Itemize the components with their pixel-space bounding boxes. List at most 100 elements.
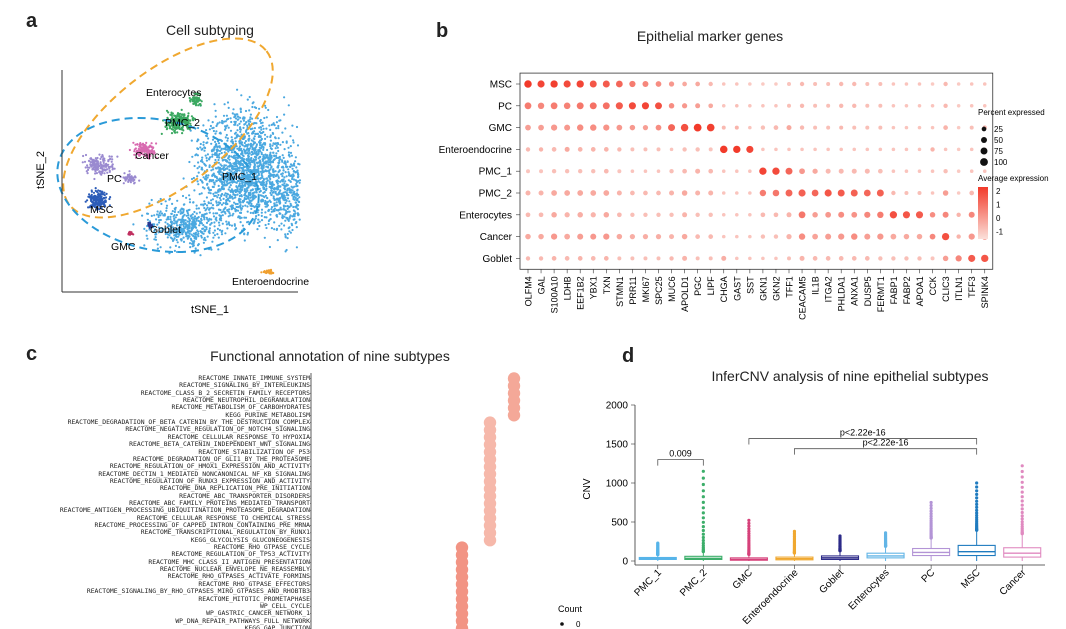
tsne-point — [106, 168, 109, 171]
dotplot-dot — [761, 256, 765, 261]
dotplot-dot — [656, 147, 661, 152]
tsne-point — [185, 196, 188, 199]
dotplot-dot — [785, 189, 793, 197]
tsne-point — [243, 189, 246, 192]
cnv-outlier — [1020, 522, 1024, 526]
panel-d-title: InferCNV analysis of nine epithelial sub… — [711, 368, 989, 384]
tsne-point — [208, 208, 211, 211]
dotplot-dot — [774, 82, 778, 86]
tsne-point — [197, 230, 200, 233]
tsne-point — [243, 135, 246, 138]
tsne-point — [218, 229, 222, 232]
dotplot-dot — [878, 103, 883, 108]
tsne-point — [135, 149, 139, 152]
tsne-point — [219, 199, 222, 202]
tsne-point — [93, 202, 96, 205]
dotplot-row-label: MSC — [490, 80, 512, 91]
cnv-outlier — [701, 528, 705, 533]
tsne-point — [155, 156, 158, 159]
tsne-point — [265, 226, 268, 230]
tsne-point — [284, 127, 287, 130]
tsne-point — [155, 142, 158, 145]
tsne-point — [214, 212, 217, 215]
pathway-label: REACTOME_NEUTROPHIL_DEGRANULATION — [183, 396, 310, 405]
cluster-label-enteroendocrine: Enteroendocrine — [232, 276, 309, 288]
cnv-outlier — [701, 506, 705, 510]
tsne-point — [220, 174, 224, 177]
color-legend-bar — [978, 187, 988, 239]
tsne-point — [274, 136, 277, 139]
tsne-point — [246, 189, 249, 192]
tsne-point — [212, 215, 216, 218]
tsne-point — [250, 156, 253, 160]
tsne-point — [188, 194, 191, 197]
tsne-point — [259, 147, 263, 150]
tsne-point — [239, 211, 243, 214]
tsne-point — [194, 96, 197, 99]
tsne-point — [237, 205, 240, 208]
dotplot-dot — [668, 81, 675, 87]
tsne-point — [288, 200, 291, 203]
tsne-point — [223, 164, 226, 167]
tsne-point — [150, 198, 153, 202]
tsne-point — [285, 212, 288, 215]
dotplot-gene-label: IL1B — [811, 276, 821, 295]
tsne-point — [202, 227, 205, 230]
tsne-point — [174, 206, 177, 209]
dotplot-dot — [826, 125, 831, 130]
tsne-point — [107, 160, 110, 163]
dotplot-dot — [538, 124, 544, 131]
tsne-point — [204, 239, 207, 242]
dotplot-dot — [641, 102, 650, 110]
tsne-x-label: tSNE_1 — [191, 304, 229, 316]
tsne-point — [206, 218, 209, 221]
tsne-point — [263, 270, 267, 273]
dotplot-row-label: GMC — [489, 123, 512, 134]
cnv-outlier — [701, 538, 705, 543]
dotplot-gene-label: OLFM4 — [524, 276, 534, 306]
dotplot-dot — [852, 125, 857, 130]
cnv-outlier — [747, 532, 751, 536]
tsne-point — [158, 221, 161, 224]
tsne-point — [270, 173, 273, 176]
tsne-point — [92, 204, 95, 207]
tsne-point — [217, 149, 220, 152]
tsne-point — [103, 204, 106, 207]
tsne-point — [286, 160, 289, 163]
dotplot-dot — [735, 256, 739, 261]
tsne-point — [179, 221, 183, 224]
tsne-point — [107, 163, 110, 166]
dotplot-dot — [837, 189, 845, 197]
tsne-point — [279, 180, 282, 183]
tsne-point — [225, 167, 228, 170]
tsne-point — [169, 215, 172, 218]
dotplot-dot — [852, 103, 857, 108]
dotplot-dot — [539, 169, 544, 174]
tsne-point — [225, 223, 228, 226]
dotplot-dot — [708, 256, 713, 261]
tsne-point — [247, 186, 250, 189]
tsne-point — [239, 190, 242, 193]
dotplot-dot — [824, 189, 832, 197]
tsne-point — [269, 200, 272, 204]
tsne-point — [248, 161, 251, 164]
tsne-point — [273, 221, 276, 224]
tsne-point — [195, 204, 198, 207]
dotplot-dot — [904, 147, 909, 152]
tsne-point — [132, 223, 135, 226]
tsne-point — [204, 146, 207, 150]
tsne-point — [215, 204, 219, 207]
tsne-point — [256, 228, 259, 231]
tsne-point — [208, 165, 211, 169]
tsne-point — [100, 192, 103, 195]
tsne-point — [143, 154, 146, 157]
tsne-point — [166, 236, 169, 239]
tsne-point — [229, 162, 232, 165]
pathway-label: WP_DNA_REPAIR_PATHWAYS_FULL_NETWORK — [175, 616, 310, 625]
tsne-point — [243, 233, 246, 236]
tsne-point — [171, 112, 174, 115]
tsne-point — [195, 226, 198, 229]
tsne-point — [266, 148, 269, 152]
dotplot-dot — [838, 168, 844, 174]
dotplot-dot — [669, 234, 675, 240]
